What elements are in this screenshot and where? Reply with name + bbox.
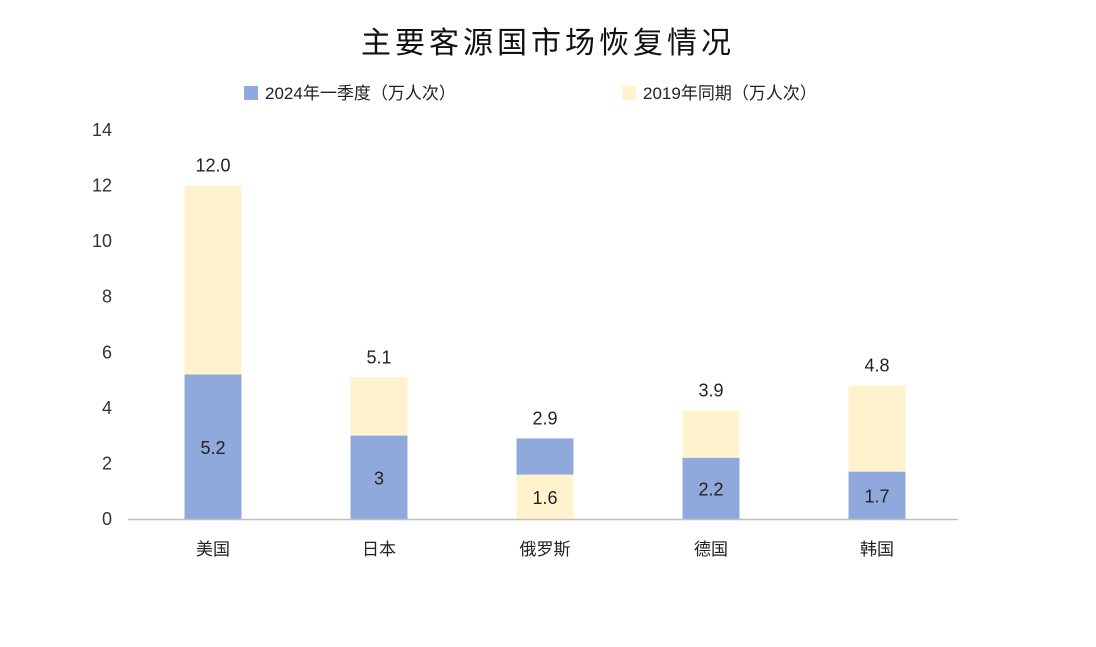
chart-title: 主要客源国市场恢复情况 [361,26,735,61]
legend-swatch [622,86,636,100]
legend-swatch [244,86,258,100]
y-tick-label: 8 [102,287,112,307]
y-tick-label: 12 [92,176,112,196]
data-label: 3.9 [698,381,723,401]
data-label: 3 [374,468,384,488]
bar-same-period-2019 [516,474,574,519]
y-tick-label: 6 [102,342,112,362]
y-tick-label: 2 [102,453,112,473]
bar-q1-2024 [184,374,242,519]
x-category-label: 美国 [196,540,230,559]
y-tick-label: 4 [102,398,112,418]
y-tick-label: 10 [92,231,112,251]
x-category-label: 俄罗斯 [520,540,571,559]
legend-label: 2024年一季度（万人次） [265,84,456,103]
data-label: 12.0 [195,156,230,176]
y-tick-label: 0 [102,509,112,529]
data-label: 4.8 [864,356,889,376]
bar-q1-2024 [682,457,740,519]
x-category-label: 日本 [362,540,396,559]
x-category-label: 韩国 [860,540,894,559]
data-label: 2.2 [698,479,723,499]
data-label: 5.1 [366,347,391,367]
data-label: 1.7 [864,486,889,506]
x-category-label: 德国 [694,540,728,559]
legend-label: 2019年同期（万人次） [643,84,817,103]
y-tick-label: 14 [92,120,112,140]
bar-q1-2024 [848,471,906,519]
bar-q1-2024 [350,435,408,519]
data-label: 1.6 [532,488,557,508]
data-label: 5.2 [200,438,225,458]
data-label: 2.9 [532,408,557,428]
